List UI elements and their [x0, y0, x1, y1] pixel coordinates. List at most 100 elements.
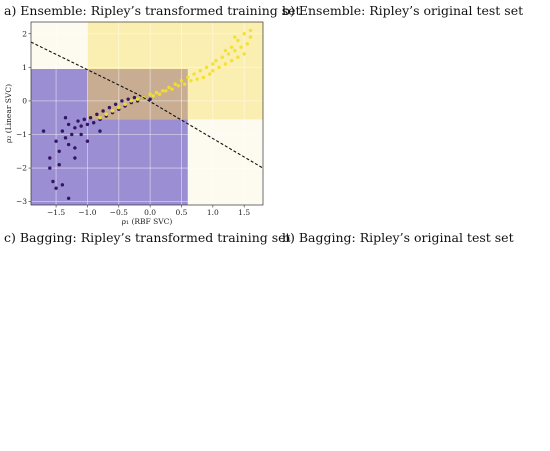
panel-a-xlabel: ρ₁ (RBF SVC) [122, 217, 173, 226]
panel-c-point-c1-6 [237, 261, 240, 264]
panel-d-point-c1-31 [482, 317, 485, 320]
panel-c-point-c1-29 [167, 327, 170, 330]
panel-a-point-c1-13 [211, 68, 215, 73]
panel-b-point-c0-17 [389, 136, 392, 139]
panel-a-xtick-label-2: −0.5 [110, 208, 128, 217]
panel-a-point-c0-17 [95, 112, 99, 117]
panel-c-point-c0-19 [124, 366, 127, 369]
panel-a-point-c1-34 [148, 92, 152, 96]
panel-c-point-c0-14 [109, 374, 112, 377]
panel-c-point-c1-23 [185, 311, 188, 314]
panel-d-point-c1-6 [414, 305, 417, 308]
panel-d-point-c0-4 [350, 380, 353, 383]
panel-d-xtick-label-2: 0.0 [428, 433, 440, 442]
panel-b-point-c0-2 [339, 124, 342, 127]
panel-b-point-c0-29 [448, 155, 451, 158]
panel-d-point-c1-19 [451, 288, 454, 291]
panel-d-point-c1-34 [495, 296, 498, 299]
panel-b-point-c0-23 [324, 148, 327, 151]
panel-d-point-c0-7 [360, 356, 363, 359]
panel-c-point-c0-1 [69, 400, 72, 403]
panel-a-point-c0-40 [98, 129, 102, 133]
panel-b-point-c0-53 [464, 183, 467, 186]
panel-a-point-c0-14 [85, 122, 90, 127]
panel-d-point-c0-40 [476, 356, 479, 359]
panel-d-point-c1-4 [407, 320, 410, 323]
panel-a-point-c1-5 [229, 58, 234, 63]
panel-d-point-c1-36 [505, 290, 508, 293]
panel-a-ytick-label-2: −1 [16, 130, 27, 139]
panel-c-xtick-label-0: −2.0 [34, 433, 52, 442]
panel-c-point-c1-15 [209, 290, 212, 293]
panel-c-point-c1-0 [249, 256, 252, 259]
panel-c-point-c0-17 [118, 371, 121, 374]
panel-d-point-c1-18 [448, 329, 451, 332]
panel-b-region-1 [310, 22, 388, 120]
panel-a-point-c1-11 [217, 65, 221, 70]
panel-c-point-c0-33 [75, 413, 78, 416]
panel-a-xtick-label-6: 1.5 [238, 208, 250, 217]
panel-a-point-c0-12 [79, 124, 83, 128]
panel-a-point-c1-21 [189, 79, 193, 83]
panel-d-point-c1-45 [521, 344, 524, 347]
panel-d-point-c0-43 [484, 353, 487, 356]
panel-c-frame [31, 250, 263, 430]
panel-c-ytick-label-5: 1.0 [15, 274, 27, 283]
panel-a-point-c1-23 [182, 82, 187, 86]
panel-d-point-c1-11 [427, 332, 430, 335]
panel-c-point-c1-27 [173, 321, 176, 324]
panel-d-point-c0-46 [493, 362, 496, 365]
panel-d-point-c0-22 [402, 365, 405, 368]
panel-b: b) Ensemble: Ripley’s original test set [282, 3, 523, 18]
panel-b-point-c1-13 [435, 75, 438, 78]
panel-a-point-c1-3 [236, 55, 240, 59]
panel-c-point-c0-12 [103, 379, 106, 382]
panel-d-background [310, 250, 543, 430]
panel-d-point-c0-53 [464, 408, 467, 411]
panel-b-ytick-label-4: 0.6 [294, 97, 306, 106]
panel-a-point-c0-19 [101, 109, 105, 113]
panel-a-point-c1-43 [248, 35, 253, 39]
panel-a-point-c1-0 [242, 32, 246, 36]
panel-d-point-c1-25 [466, 332, 469, 335]
panel-d-point-c1-23 [462, 296, 465, 299]
panel-d-xtick-label-1: −0.5 [373, 433, 391, 442]
panel-a-ytick-label-5: 2 [22, 29, 27, 38]
panel-c-point-c1-28 [170, 329, 173, 332]
panel-d-point-c0-11 [373, 377, 376, 380]
panel-b-point-c0-54 [479, 187, 482, 190]
panel-a-point-c1-36 [135, 97, 140, 101]
panel-d-point-c0-54 [479, 413, 482, 416]
panel-b-point-c1-22 [458, 45, 461, 48]
panel-c-point-c1-19 [197, 300, 200, 303]
panel-d-point-c0-55 [381, 404, 384, 407]
panel-c-point-c0-35 [96, 402, 99, 405]
panel-b-point-c0-32 [455, 167, 458, 170]
panel-c-point-c1-11 [222, 280, 225, 283]
panel-c-point-c0-4 [78, 397, 81, 400]
panel-a-point-c1-33 [151, 94, 155, 98]
panel-a-point-c1-40 [110, 109, 115, 113]
panel-c-point-c0-20 [127, 358, 130, 361]
panel-a-xtick-label-4: 0.5 [176, 208, 188, 217]
panel-d-ytick-label-5: 0.8 [294, 300, 306, 309]
panel-b-point-c0-26 [368, 170, 371, 173]
panel-a-point-c0-10 [76, 119, 80, 123]
panel-d-ytick-label-6: 1.0 [294, 276, 306, 285]
panel-a-point-c0-4 [63, 136, 68, 140]
panel-a-point-c1-29 [164, 89, 168, 93]
panel-b-point-c1-3 [404, 69, 407, 72]
panel-b-point-c1-47 [495, 118, 498, 121]
panel-a-point-c1-7 [226, 52, 231, 56]
panel-d-point-c0-25 [358, 338, 361, 341]
panel-c-point-c1-16 [206, 298, 209, 301]
panel-d-point-c0-52 [445, 404, 448, 407]
panel-a-point-c1-31 [157, 92, 162, 96]
panel-b-point-c1-40 [381, 75, 384, 78]
panel-d-point-c0-48 [500, 368, 503, 371]
panel-b-point-c1-16 [443, 69, 446, 72]
panel-a-title: a) Ensemble: Ripley’s transformed traini… [4, 3, 301, 18]
panel-c-point-c0-28 [151, 337, 154, 340]
panel-a-point-c1-1 [239, 45, 243, 49]
panel-c-point-c1-12 [219, 287, 222, 290]
